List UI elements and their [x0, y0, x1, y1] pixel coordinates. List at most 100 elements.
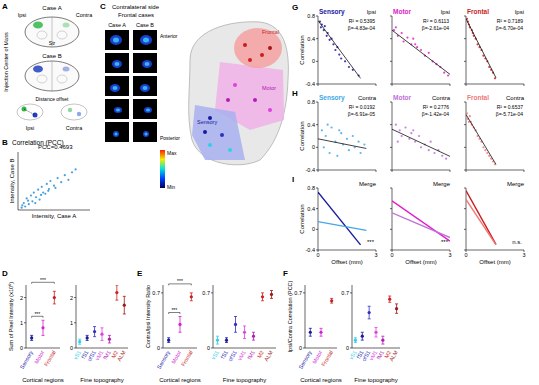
- point: [414, 141, 416, 143]
- y-axis-title: Contra/Ipsi Intensity Ratio: [145, 285, 151, 348]
- annotation: β=-5.71e-04: [496, 111, 523, 117]
- x-tick: [466, 84, 467, 86]
- annotation: R² = 0.7189: [497, 18, 523, 24]
- point: [336, 155, 338, 157]
- y-tick: [390, 124, 392, 125]
- point: [395, 124, 397, 126]
- y-tick: [390, 61, 392, 62]
- error-bar: [86, 335, 89, 340]
- x-axis: [466, 250, 524, 251]
- subtitle: Contra: [432, 95, 451, 101]
- category-label: Frontal: [320, 350, 334, 368]
- category-label: ALM: [388, 349, 399, 362]
- y-tick: [24, 322, 26, 323]
- injection-site: [253, 98, 257, 102]
- point: [30, 194, 32, 196]
- x-tick: [392, 84, 393, 86]
- point: [327, 124, 329, 126]
- annotation: R² = 0.6113: [423, 18, 449, 24]
- annotation: R² = 0.6537: [497, 104, 523, 110]
- point: [403, 40, 405, 42]
- label: Min: [167, 184, 175, 190]
- annotation: R² = 0.0192: [349, 104, 375, 110]
- y-tick: [350, 348, 352, 349]
- y-tick: [464, 124, 466, 125]
- title: Sensory: [319, 94, 345, 102]
- error-bar: [309, 328, 312, 336]
- point: [326, 35, 328, 37]
- section-image: [133, 122, 157, 142]
- point: [42, 192, 44, 194]
- x-axis-title: Offset (mm): [479, 259, 511, 265]
- section-image: [133, 76, 157, 96]
- y-tick-label: 0.4: [307, 122, 315, 128]
- error-bar: [216, 336, 219, 344]
- y-tick: [74, 348, 76, 349]
- point: [60, 181, 62, 183]
- plot-area: [309, 298, 334, 336]
- y-tick: [390, 208, 392, 209]
- point: [37, 189, 39, 191]
- signal: [140, 35, 152, 45]
- signal-core: [145, 62, 150, 66]
- point: [406, 36, 408, 38]
- point: [261, 295, 264, 298]
- point: [412, 129, 414, 131]
- error-bar: [167, 338, 170, 343]
- injection-site: [228, 148, 232, 152]
- point: [359, 152, 361, 154]
- injection-site: [203, 130, 207, 134]
- injection-site: [233, 83, 237, 87]
- frontal-region: [234, 28, 282, 68]
- y-tick: [74, 322, 76, 323]
- point: [21, 207, 23, 209]
- x-tick-label: 0: [464, 252, 467, 258]
- point: [338, 53, 340, 55]
- point: [397, 141, 399, 143]
- x-axis-title: Fine topography: [354, 377, 397, 383]
- y-tick: [24, 348, 26, 349]
- point: [388, 298, 391, 301]
- y-tick: [464, 188, 466, 189]
- point: [324, 25, 326, 27]
- point: [330, 299, 333, 302]
- signal-core: [115, 133, 118, 136]
- point: [430, 141, 432, 143]
- error-bar: [270, 291, 273, 299]
- label: Distance offset: [36, 96, 70, 102]
- point: [412, 38, 414, 40]
- point: [35, 196, 37, 198]
- y-tick-label: 0.4: [307, 206, 315, 212]
- injection-site: [268, 108, 272, 112]
- y-tick: [74, 297, 76, 298]
- offset-line: [24, 109, 35, 115]
- error-bar: [395, 304, 398, 313]
- line: [466, 199, 496, 244]
- signal: [113, 131, 119, 137]
- figure: ABCDEFGHICase AIpsiContraStrCase BInject…: [0, 0, 539, 385]
- line: [318, 222, 366, 231]
- section-image: [105, 99, 129, 119]
- y-tick: [211, 292, 213, 293]
- x-axis: [18, 210, 90, 211]
- point: [93, 330, 96, 333]
- brain-outline: [25, 61, 79, 91]
- y-axis: [76, 285, 77, 348]
- panel-letter: E: [137, 269, 143, 278]
- y-tick: [464, 229, 466, 230]
- midline: [52, 61, 53, 91]
- subtitle: Contra: [358, 95, 377, 101]
- section-image: [105, 122, 129, 142]
- point: [334, 49, 336, 51]
- panel-letter: H: [292, 89, 298, 98]
- point: [178, 323, 181, 326]
- plot-area: [21, 168, 77, 208]
- point: [320, 26, 322, 28]
- significance: ***: [441, 239, 449, 245]
- plot-area: [354, 296, 398, 344]
- y-axis-title: Ipsi/Contra Correlation (PCC): [287, 280, 293, 352]
- line: [392, 129, 450, 156]
- plot-area: [466, 112, 496, 165]
- y-tick-label: 0: [312, 58, 315, 64]
- point: [67, 179, 69, 181]
